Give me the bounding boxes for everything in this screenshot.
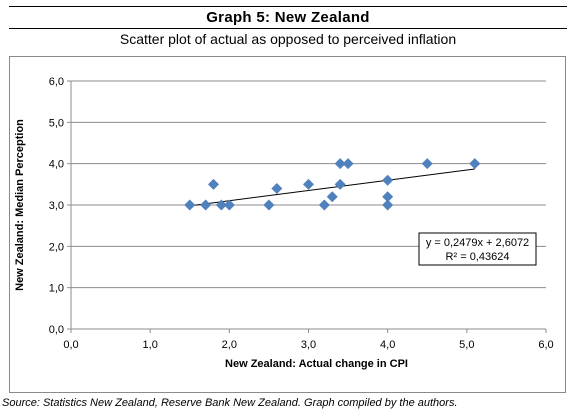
x-tick-labels: 0,0 1,0 2,0 3,0 4,0 5,0 6,0 [63, 339, 553, 351]
x-tick-label: 5,0 [459, 339, 474, 351]
chart-area: 0,0 1,0 2,0 3,0 4,0 5,0 6,0 0,0 1,0 2,0 3,0 4,0 5,0… [9, 56, 566, 393]
y-tick-label: 1,0 [49, 283, 64, 295]
data-point [184, 199, 196, 211]
data-point [200, 199, 212, 211]
data-point [271, 182, 283, 194]
data-point [303, 178, 314, 190]
trendline-line [189, 168, 475, 207]
data-point [469, 158, 481, 170]
x-tick-label: 3,0 [301, 339, 316, 351]
y-tick-label: 3,0 [49, 200, 64, 212]
data-point [382, 199, 394, 211]
source-note: Source: Statistics New Zealand, Reserve … [2, 397, 458, 409]
x-tick-label: 0,0 [63, 339, 78, 351]
y-axis-title: New Zealand: Median Perception [14, 119, 26, 291]
data-point [326, 191, 338, 203]
scatter-chart: 0,0 1,0 2,0 3,0 4,0 5,0 6,0 0,0 1,0 2,0 3,0 4,0 5,0… [14, 76, 554, 370]
data-point [382, 191, 394, 203]
data-point [382, 174, 394, 186]
y-tick-label: 4,0 [49, 159, 64, 171]
y-tick-label: 5,0 [49, 117, 64, 129]
data-point [215, 199, 227, 211]
x-tick-label: 4,0 [380, 339, 395, 351]
chart-title: Graph 5: New Zealand [9, 6, 567, 29]
x-axis-title: New Zealand: Actual change in CPI [225, 358, 408, 370]
data-point [208, 178, 219, 190]
data-points [184, 158, 481, 211]
data-point [421, 158, 433, 170]
data-point [334, 178, 346, 190]
y-tick-label: 0,0 [49, 324, 64, 336]
data-point [263, 199, 275, 211]
x-tick-label: 1,0 [143, 339, 158, 351]
axes [67, 80, 547, 333]
x-tick-label: 6,0 [538, 339, 553, 351]
y-tick-labels: 0,0 1,0 2,0 3,0 4,0 5,0 6,0 [49, 76, 64, 336]
data-point [223, 199, 235, 211]
trendline-r-squared: R² = 0,43624 [446, 251, 510, 263]
data-point [318, 199, 330, 211]
trendline-equation: y = 0,2479x + 2,6072 [426, 237, 529, 249]
x-tick-label: 2,0 [222, 339, 237, 351]
chart-subtitle: Scatter plot of actual as opposed to per… [119, 31, 457, 47]
data-point [334, 158, 346, 170]
trendline [189, 168, 475, 207]
trendline-equation-box: y = 0,2479x + 2,6072 R² = 0,43624 [418, 232, 537, 266]
y-tick-label: 2,0 [49, 241, 64, 253]
grid-lines [71, 80, 546, 289]
y-tick-label: 6,0 [49, 76, 64, 88]
data-point [342, 158, 354, 170]
